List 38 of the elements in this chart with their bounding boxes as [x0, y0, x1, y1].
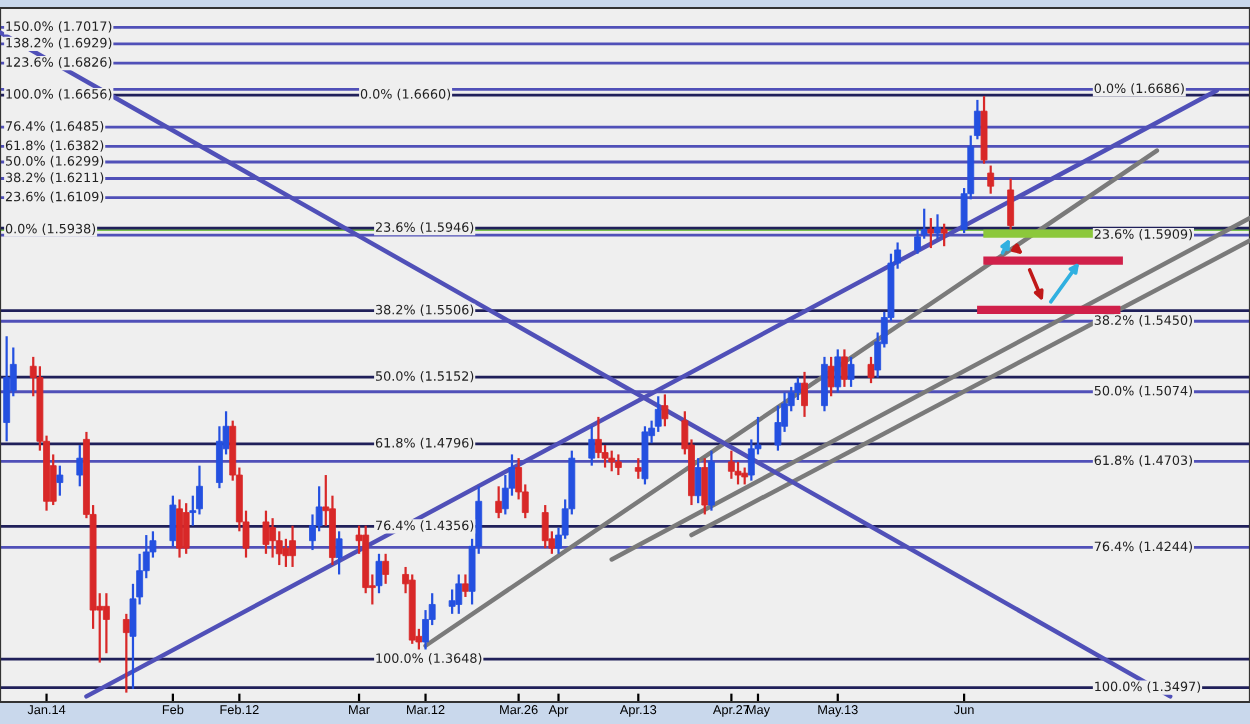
candlestick	[1007, 177, 1015, 235]
candlestick	[102, 592, 110, 655]
candlestick	[827, 355, 835, 398]
candlestick	[541, 503, 549, 550]
candlestick	[641, 425, 649, 486]
candlestick	[3, 335, 11, 443]
candlestick	[634, 457, 642, 480]
candlestick	[182, 502, 190, 555]
candlestick	[335, 530, 343, 576]
candlestick	[282, 537, 290, 569]
candlestick	[269, 517, 277, 559]
candlestick	[661, 393, 669, 428]
candlestick	[987, 164, 995, 195]
candlestick	[701, 457, 709, 516]
candlestick	[708, 449, 715, 512]
candlestick	[169, 494, 177, 548]
candlestick	[694, 457, 702, 505]
candlestick	[262, 509, 270, 555]
candlestick	[455, 573, 463, 615]
candlestick	[594, 415, 602, 460]
candlestick	[801, 370, 808, 419]
candlestick	[821, 355, 828, 413]
candlestick	[867, 355, 875, 385]
candlestick	[176, 498, 183, 559]
candlestick	[934, 213, 941, 240]
candlestick	[841, 348, 848, 388]
candlestick	[588, 425, 596, 467]
candlestick	[56, 464, 64, 497]
candlestick	[927, 216, 935, 250]
candlestick	[727, 449, 735, 480]
candlestick	[940, 222, 948, 248]
candlestick	[608, 449, 616, 473]
candlestick	[614, 453, 622, 477]
candlestick	[76, 443, 84, 488]
candlestick	[847, 355, 855, 388]
candlestick	[834, 348, 842, 394]
candlestick	[289, 524, 296, 569]
candlestick	[495, 485, 503, 520]
